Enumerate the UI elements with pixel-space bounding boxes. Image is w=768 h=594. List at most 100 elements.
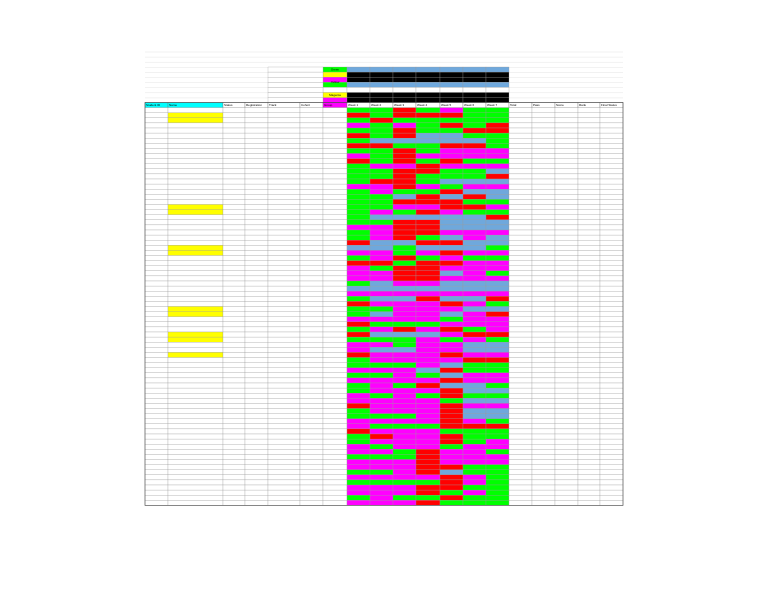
cell — [554, 265, 579, 271]
cell — [508, 484, 533, 491]
cell — [392, 438, 417, 445]
cell — [415, 367, 441, 373]
cell — [392, 148, 417, 154]
cell — [392, 413, 417, 419]
cell — [508, 316, 533, 322]
cell — [167, 423, 224, 430]
cell — [508, 158, 533, 164]
cell — [144, 367, 169, 373]
cell — [144, 132, 169, 139]
cell — [144, 362, 169, 368]
cell — [369, 245, 394, 251]
cell — [244, 189, 269, 195]
cell — [167, 250, 224, 256]
cell — [369, 163, 394, 169]
cell — [439, 444, 464, 450]
cell — [222, 413, 246, 419]
cell — [299, 178, 324, 185]
cell — [508, 387, 533, 394]
cell — [299, 408, 324, 414]
cell — [439, 234, 464, 241]
cell — [299, 418, 324, 424]
cell — [462, 153, 487, 159]
cell — [167, 168, 224, 175]
cell — [167, 438, 224, 445]
cell — [415, 143, 441, 149]
cell — [599, 362, 624, 368]
cell — [577, 173, 601, 180]
cell — [439, 280, 464, 287]
cell — [267, 260, 301, 266]
cell — [392, 178, 417, 185]
cell — [415, 127, 441, 134]
cell — [508, 143, 533, 149]
cell — [531, 500, 556, 506]
cell — [299, 265, 324, 271]
cell — [485, 158, 510, 164]
cell — [322, 377, 348, 384]
cell — [599, 148, 624, 154]
cell — [267, 245, 301, 251]
header-label: Week 1 — [348, 103, 358, 107]
cell — [299, 112, 324, 118]
cell — [322, 234, 348, 241]
cell — [439, 413, 464, 419]
cell — [554, 168, 579, 175]
cell — [554, 275, 579, 282]
cell — [415, 194, 441, 200]
cell — [267, 469, 301, 475]
cell — [167, 387, 224, 394]
cell — [554, 326, 579, 333]
cell — [369, 474, 394, 481]
cell — [554, 112, 579, 118]
cell — [392, 489, 417, 496]
cell — [554, 189, 579, 195]
cell — [554, 444, 579, 450]
cell — [531, 398, 556, 404]
cell — [144, 352, 169, 358]
cell — [222, 122, 246, 129]
cell — [167, 362, 224, 368]
cell — [599, 178, 624, 185]
cell — [244, 117, 269, 124]
cell — [554, 459, 579, 465]
cell — [599, 163, 624, 169]
cell — [531, 209, 556, 215]
cell — [144, 316, 169, 322]
cell — [267, 265, 301, 271]
cell — [369, 316, 394, 322]
cell — [577, 280, 601, 287]
cell — [392, 336, 417, 343]
cell — [346, 403, 371, 409]
cell — [392, 112, 417, 118]
summary-cell — [392, 71, 417, 78]
cell — [508, 285, 533, 292]
cell — [577, 250, 601, 256]
cell — [554, 449, 579, 455]
cell — [167, 413, 224, 419]
header-label: Rank — [579, 103, 587, 107]
cell — [415, 479, 441, 486]
cell — [222, 469, 246, 475]
cell — [322, 336, 348, 343]
cell — [392, 285, 417, 292]
cell — [485, 112, 510, 118]
cell — [531, 250, 556, 256]
cell — [531, 438, 556, 445]
cell — [267, 280, 301, 287]
cell — [369, 449, 394, 455]
cell — [392, 194, 417, 200]
cell — [599, 489, 624, 496]
cell — [322, 168, 348, 175]
cell — [322, 500, 348, 506]
cell — [415, 321, 441, 328]
cell — [554, 214, 579, 220]
cell — [322, 316, 348, 322]
cell — [267, 357, 301, 363]
cell — [322, 408, 348, 414]
cell — [485, 204, 510, 210]
cell — [508, 413, 533, 419]
cell — [346, 204, 371, 210]
cell — [485, 474, 510, 481]
cell — [322, 321, 348, 328]
